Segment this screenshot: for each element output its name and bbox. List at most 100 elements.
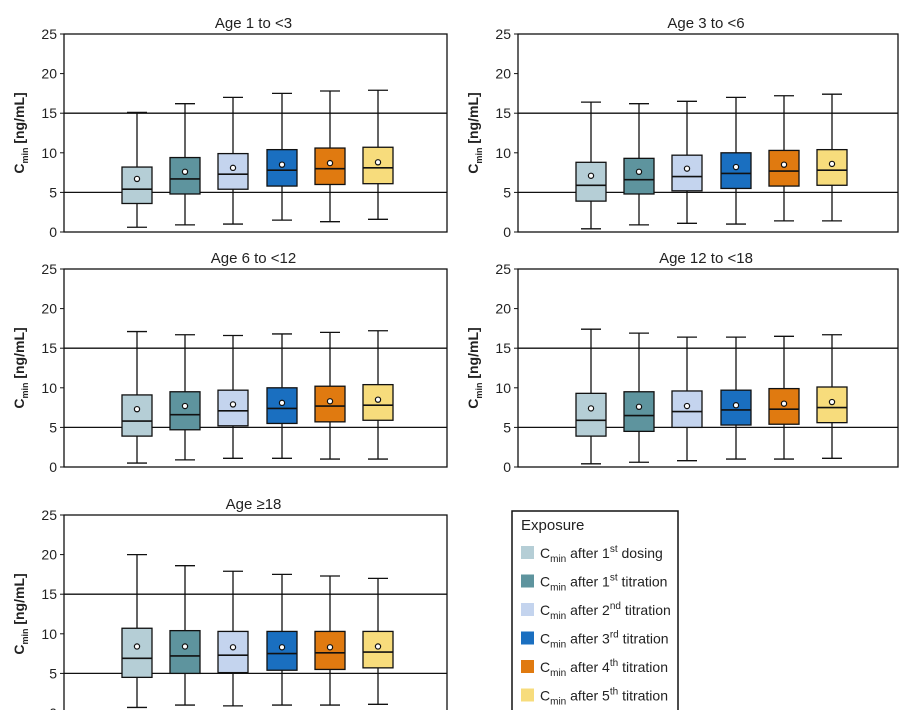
mean-marker: [181, 643, 189, 650]
y-tick-label: 25: [41, 507, 57, 523]
iqr-box: [217, 389, 249, 427]
legend-label-sup: nd: [610, 601, 621, 612]
legend-label-pre: C: [540, 574, 550, 590]
mean-marker: [229, 644, 237, 651]
legend-item-2: Cmin after 1st titration: [521, 573, 667, 594]
iqr-box: [720, 152, 752, 190]
y-label-main: C: [465, 164, 481, 174]
legend-item-1: Cmin after 1st dosing: [521, 544, 663, 565]
box-3: [217, 570, 249, 707]
panel-title: Age 12 to <18: [659, 250, 753, 267]
y-tick-label: 15: [495, 340, 511, 356]
box-1: [121, 330, 153, 464]
y-label-sub: min: [20, 148, 30, 164]
mean-marker: [374, 643, 382, 650]
box-3: [671, 100, 703, 224]
legend-item-3: Cmin after 2nd titration: [521, 601, 671, 622]
iqr-box: [816, 148, 848, 186]
mean-marker: [229, 401, 237, 408]
box-2: [623, 103, 655, 226]
panel-title: Age ≥18: [226, 496, 282, 513]
iqr-box: [121, 166, 153, 205]
y-label-sub: min: [20, 629, 30, 645]
y-tick-label: 10: [41, 145, 57, 161]
mean-marker: [326, 644, 334, 651]
y-axis-label: Cmin [ng/mL]: [11, 327, 30, 408]
legend-label: Cmin after 1st dosing: [540, 544, 663, 565]
mean-marker: [278, 161, 286, 168]
y-tick-label: 0: [49, 459, 57, 475]
box-4: [266, 333, 298, 459]
y-tick-label: 5: [49, 184, 57, 200]
legend-label-sup: th: [610, 658, 618, 669]
plot-frame: [517, 33, 899, 233]
mean-marker: [326, 159, 334, 167]
legend-label: Cmin after 3rd titration: [540, 630, 669, 651]
legend-label-sup: st: [610, 544, 618, 555]
y-tick-label: 15: [41, 105, 57, 121]
legend-label-mid: after 1: [566, 574, 610, 590]
mean-marker: [780, 400, 788, 407]
y-tick-label: 0: [49, 705, 57, 710]
mean-marker: [278, 399, 286, 407]
iqr-box: [623, 157, 655, 195]
panel-5: Age ≥18 0 5 10 15 20 25 Cmin [ng/mL]: [11, 496, 448, 710]
legend-label-mid: after 3: [566, 631, 610, 647]
legend-title: Exposure: [521, 517, 584, 534]
mean-marker: [635, 168, 643, 176]
legend-label-sub: min: [550, 668, 566, 679]
legend-label-post: titration: [619, 631, 669, 647]
box-4: [266, 92, 298, 221]
legend-frame: [511, 510, 679, 710]
plot-frame: [63, 33, 448, 233]
y-tick-label: 15: [41, 586, 57, 602]
panel-title: Age 1 to <3: [215, 15, 292, 32]
iqr-box: [362, 146, 394, 185]
box-3: [671, 336, 703, 462]
y-tick-label: 15: [41, 340, 57, 356]
box-5: [768, 95, 800, 222]
y-label-sub: min: [474, 383, 484, 399]
legend-label-post: titration: [618, 574, 668, 590]
box-1: [575, 101, 607, 230]
mean-marker: [181, 402, 189, 410]
legend-label-post: dosing: [618, 545, 663, 561]
y-label-main: C: [11, 399, 27, 409]
box-2: [169, 334, 201, 461]
panel-4: Age 12 to <18 0 5 10 15 20 25 Cmin [ng/mL]: [465, 250, 899, 475]
legend-item-5: Cmin after 4th titration: [521, 658, 668, 679]
mean-marker: [732, 402, 740, 409]
mean-marker: [683, 165, 691, 172]
iqr-box: [266, 630, 298, 671]
panel-1: Age 1 to <3 0 5 10 15 20 25 Cmin [ng/mL]: [11, 15, 448, 240]
mean-marker: [374, 396, 382, 403]
box-6: [816, 334, 848, 459]
mean-marker: [780, 161, 788, 168]
mean-marker: [278, 644, 286, 651]
plot-frame: [517, 268, 899, 468]
legend-swatch: [521, 603, 534, 616]
box-5: [314, 575, 346, 706]
y-tick-label: 20: [495, 301, 511, 317]
y-tick-label: 15: [495, 105, 511, 121]
legend-label-mid: after 4: [566, 659, 610, 675]
y-axis-label: Cmin [ng/mL]: [11, 92, 30, 173]
iqr-box: [768, 149, 800, 187]
panel-title: Age 6 to <12: [211, 250, 297, 267]
legend-label-mid: after 1: [566, 545, 610, 561]
iqr-box: [314, 147, 346, 186]
box-4: [266, 573, 298, 706]
iqr-box: [217, 630, 249, 674]
legend-label-pre: C: [540, 631, 550, 647]
mean-marker: [133, 405, 141, 413]
legend-label-pre: C: [540, 602, 550, 618]
y-tick-label: 0: [503, 224, 511, 240]
y-tick-label: 10: [495, 380, 511, 396]
legend-swatch: [521, 688, 534, 702]
iqr-box: [575, 392, 607, 437]
y-tick-label: 0: [503, 459, 511, 475]
y-tick-label: 20: [41, 547, 57, 563]
y-tick-label: 5: [49, 665, 57, 681]
legend-swatch: [521, 660, 534, 673]
